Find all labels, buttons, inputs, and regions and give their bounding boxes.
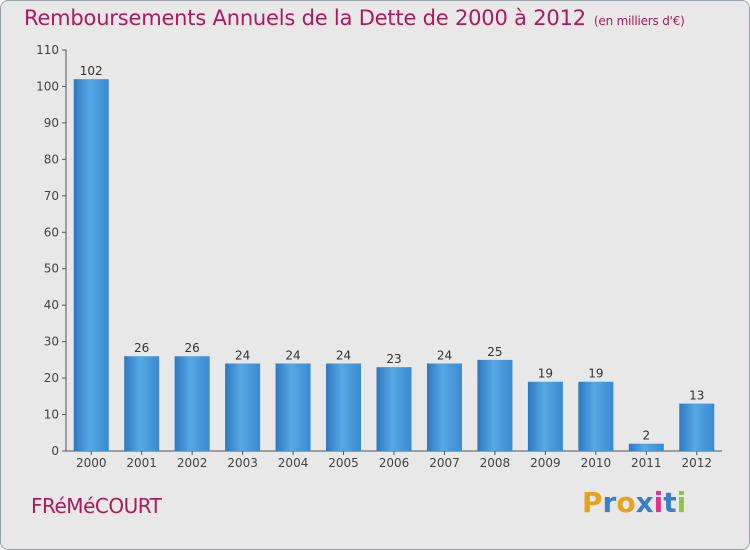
y-tick-label: 10 — [44, 408, 59, 422]
logo-letter: P — [582, 486, 603, 519]
x-tick-label-2012: 2012 — [681, 456, 712, 470]
data-label-2012: 13 — [689, 389, 704, 403]
bar-2001 — [124, 356, 160, 451]
x-tick-label-2005: 2005 — [328, 456, 359, 470]
data-label-2001: 26 — [134, 341, 149, 355]
y-tick-label: 50 — [44, 262, 59, 276]
y-tick-label: 80 — [44, 152, 59, 166]
x-tick-label-2000: 2000 — [76, 456, 107, 470]
logo-letter: i — [653, 486, 664, 519]
logo-letter: t — [663, 486, 677, 519]
logo-letter: o — [616, 486, 636, 519]
bars: 102 26 26 24 24 24 23 24 25 19 19 2 13 — [73, 64, 715, 451]
x-tick-label-2001: 2001 — [126, 456, 157, 470]
bar-2003 — [225, 363, 261, 451]
x-tick-label-2002: 2002 — [177, 456, 208, 470]
x-tick-label-2004: 2004 — [278, 456, 309, 470]
x-axis-ticks: 2000 2001 2002 2003 2004 2005 2006 2007 2008 2009… — [76, 451, 712, 470]
bar-2006 — [376, 367, 412, 451]
data-label-2002: 26 — [185, 341, 200, 355]
data-label-2006: 23 — [386, 352, 401, 366]
y-tick-label: 100 — [36, 79, 59, 93]
logo-letter: x — [635, 486, 654, 519]
y-tick-label: 0 — [51, 444, 59, 458]
bar-2002 — [174, 356, 210, 451]
y-tick-label: 90 — [44, 116, 59, 130]
bar-2012 — [679, 403, 715, 451]
bar-2004 — [275, 363, 311, 451]
y-tick-label: 110 — [36, 43, 59, 57]
y-tick-label: 40 — [44, 298, 59, 312]
data-label-2005: 24 — [336, 349, 351, 363]
y-tick-label: 30 — [44, 335, 59, 349]
bar-2005 — [326, 363, 362, 451]
logo-letter: r — [602, 486, 617, 519]
bar-2008 — [477, 359, 513, 451]
y-axis-ticks: 0 10 20 30 40 50 60 70 80 90 100 110 — [36, 43, 66, 458]
chart-title: Remboursements Annuels de la Dette de 20… — [24, 6, 685, 30]
data-label-2004: 24 — [285, 349, 300, 363]
bar-2010 — [578, 381, 614, 451]
x-tick-label-2003: 2003 — [227, 456, 258, 470]
x-tick-label-2010: 2010 — [581, 456, 612, 470]
data-label-2011: 2 — [642, 429, 650, 443]
x-tick-label-2011: 2011 — [631, 456, 662, 470]
bar-2011 — [628, 443, 664, 451]
data-label-2007: 24 — [437, 349, 452, 363]
proxiti-logo: Proxiti — [582, 486, 686, 519]
data-label-2003: 24 — [235, 349, 250, 363]
y-tick-label: 20 — [44, 371, 59, 385]
bar-2007 — [426, 363, 462, 451]
x-tick-label-2008: 2008 — [480, 456, 511, 470]
commune-name: FRéMéCOURT — [31, 494, 162, 518]
bar-2000 — [73, 79, 109, 451]
data-label-2008: 25 — [487, 345, 502, 359]
x-tick-label-2006: 2006 — [379, 456, 410, 470]
data-label-2000: 102 — [80, 64, 103, 78]
data-label-2010: 19 — [588, 367, 603, 381]
title-text: Remboursements Annuels de la Dette de 20… — [24, 6, 586, 30]
y-tick-label: 60 — [44, 225, 59, 239]
bar-2009 — [527, 381, 563, 451]
x-tick-label-2009: 2009 — [530, 456, 561, 470]
logo-letter: i — [676, 486, 687, 519]
y-tick-label: 70 — [44, 189, 59, 203]
unit-label: (en milliers d'€) — [593, 14, 685, 28]
data-label-2009: 19 — [538, 367, 553, 381]
x-tick-label-2007: 2007 — [429, 456, 460, 470]
